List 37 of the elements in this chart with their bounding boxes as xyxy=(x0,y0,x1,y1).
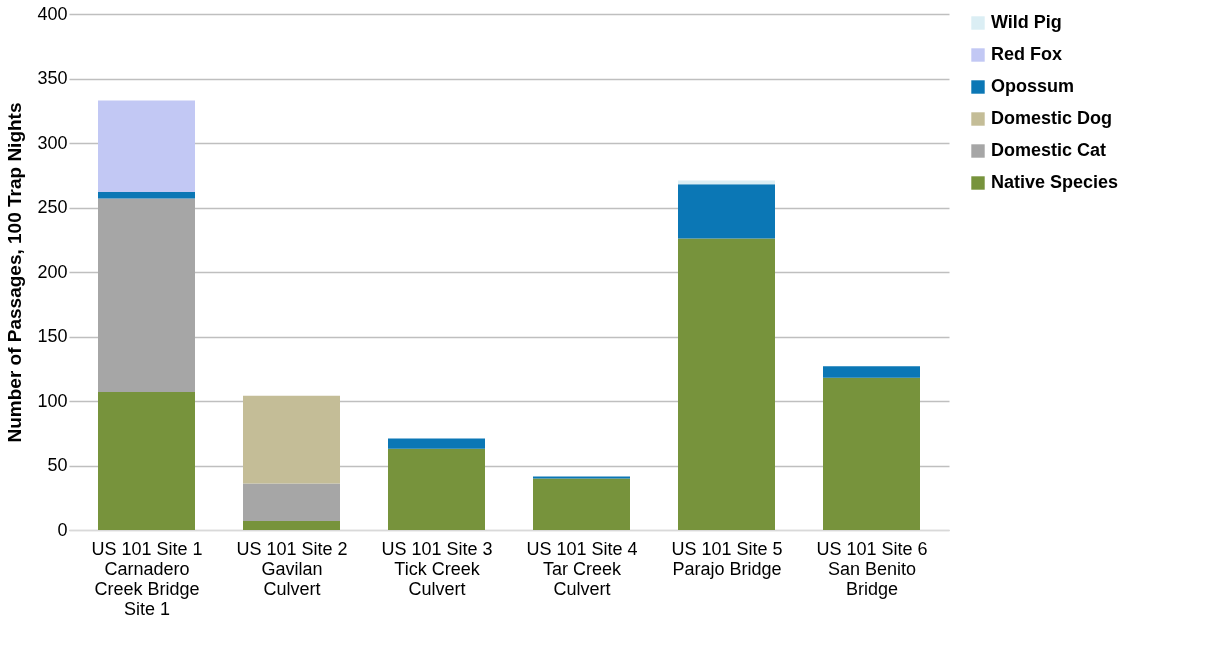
y-tick-label: 50 xyxy=(47,455,68,475)
x-tick-label: US 101 Site 2 Gavilan Culvert xyxy=(236,538,348,599)
bar xyxy=(823,366,920,378)
x-tick-label: US 101 Site 5 Parajo Bridge xyxy=(671,538,783,579)
bar xyxy=(388,438,485,449)
bar xyxy=(98,391,195,530)
y-tick-label: 300 xyxy=(37,132,68,153)
bar xyxy=(243,520,340,530)
y-axis-title: Number of Passages, 100 Trap Nights xyxy=(4,102,26,443)
x-tick-label: US 101 Site 4 Tar Creek Culvert xyxy=(526,538,638,599)
x-tick-label: US 101 Site 6 San Benito Bridge xyxy=(816,538,928,599)
bar xyxy=(388,448,485,530)
y-tick-label: 200 xyxy=(37,261,68,282)
y-tick-label: 400 xyxy=(37,3,68,24)
bar xyxy=(678,184,775,239)
x-tick-label: US 101 Site 3 Tick Creek Culvert xyxy=(381,538,493,599)
bar xyxy=(533,478,630,530)
bar xyxy=(678,238,775,530)
bar xyxy=(243,395,340,484)
y-tick-label: 150 xyxy=(37,326,68,346)
bar xyxy=(98,100,195,193)
y-tick-label: 250 xyxy=(37,197,68,217)
x-tick-label: US 101 Site 1 Carnadero Creek Bridge Site 1 xyxy=(91,538,203,619)
bar xyxy=(678,180,775,185)
legend-label: Domestic Cat xyxy=(991,140,1107,160)
legend-label: Opossum xyxy=(991,76,1075,96)
bar xyxy=(823,377,920,530)
legend-label: Red Fox xyxy=(991,44,1063,64)
y-tick-label: 100 xyxy=(37,390,68,411)
legend-label: Native Species xyxy=(991,172,1119,192)
bar xyxy=(98,198,195,392)
legend-label: Wild Pig xyxy=(991,12,1062,32)
y-tick-label: 0 xyxy=(57,519,68,540)
bar xyxy=(243,483,340,521)
legend-label: Domestic Dog xyxy=(991,108,1113,128)
y-tick-label: 350 xyxy=(37,68,68,88)
bar xyxy=(98,192,195,199)
